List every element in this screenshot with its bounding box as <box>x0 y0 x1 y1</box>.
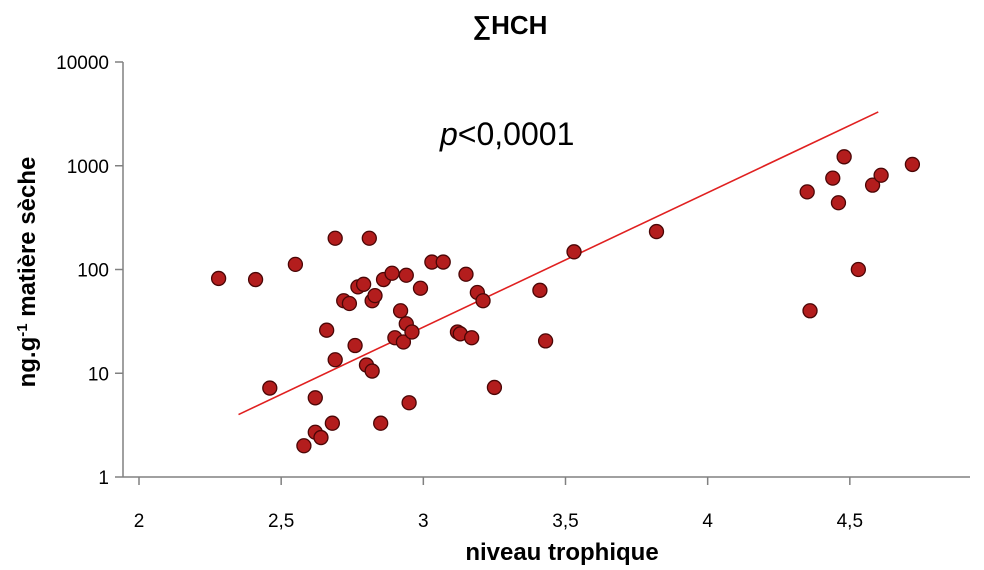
svg-text:ng.g-1 matière sèche: ng.g-1 matière sèche <box>14 157 42 388</box>
data-point <box>296 438 312 454</box>
y-axis-title-superscript: -1 <box>14 323 31 336</box>
x-tick-label: 3,5 <box>552 511 578 532</box>
data-point <box>836 149 852 165</box>
data-point <box>398 267 414 283</box>
data-point <box>475 293 491 309</box>
data-point <box>395 334 412 350</box>
x-tick-label: 3 <box>418 511 429 532</box>
data-point <box>367 287 383 304</box>
data-point <box>361 230 377 246</box>
data-point <box>404 324 420 340</box>
data-point <box>307 390 323 406</box>
data-point <box>327 230 343 246</box>
y-axis-title-prefix: ng.g <box>14 337 41 388</box>
y-tick-label: 1000 <box>67 157 109 178</box>
data-point <box>799 184 815 200</box>
data-point <box>802 303 818 319</box>
y-tick-label: 1 <box>98 468 109 489</box>
p-value-annotation: p<0,0001 <box>439 116 574 152</box>
data-point <box>355 276 372 292</box>
y-tick-label: 10000 <box>56 53 109 74</box>
data-point <box>287 256 304 273</box>
data-point <box>648 223 665 240</box>
y-tick-label: 100 <box>77 261 109 282</box>
data-point <box>486 379 503 396</box>
data-point <box>341 295 358 312</box>
x-tick-label: 2,5 <box>268 511 294 532</box>
data-point <box>904 156 921 173</box>
data-point <box>537 333 554 349</box>
data-point <box>313 429 329 446</box>
data-point <box>262 380 278 396</box>
data-point <box>464 330 480 346</box>
y-axis-title: ng.g-1 matière sèche <box>14 157 42 388</box>
data-point <box>364 363 380 379</box>
x-tick-label: 4,5 <box>837 511 863 532</box>
data-point <box>850 261 867 278</box>
data-point <box>319 322 335 338</box>
data-point <box>864 177 881 193</box>
x-axis-title: niveau trophique <box>465 539 658 566</box>
data-point <box>830 195 847 211</box>
trend-line <box>238 111 879 416</box>
p-value-symbol: p <box>439 116 458 152</box>
x-tick-label: 4 <box>702 511 713 532</box>
data-point <box>373 415 389 431</box>
chart-title: ∑HCH <box>473 10 548 40</box>
data-point <box>401 395 417 411</box>
p-value-text: <0,0001 <box>458 116 575 152</box>
data-point <box>458 266 474 282</box>
x-tick-label: 2 <box>134 511 145 532</box>
data-point <box>324 415 340 431</box>
data-point <box>412 280 429 296</box>
data-point <box>210 270 227 287</box>
y-axis-title-suffix: matière sèche <box>14 157 41 324</box>
data-point <box>435 254 451 270</box>
data-point <box>873 167 889 183</box>
data-point <box>825 170 841 186</box>
data-point <box>532 282 548 298</box>
data-point <box>566 244 582 260</box>
data-point <box>384 265 400 281</box>
data-point <box>347 337 363 354</box>
data-point <box>327 352 343 368</box>
data-point <box>392 303 409 319</box>
y-tick-label: 10 <box>88 364 109 385</box>
data-point <box>247 271 264 288</box>
